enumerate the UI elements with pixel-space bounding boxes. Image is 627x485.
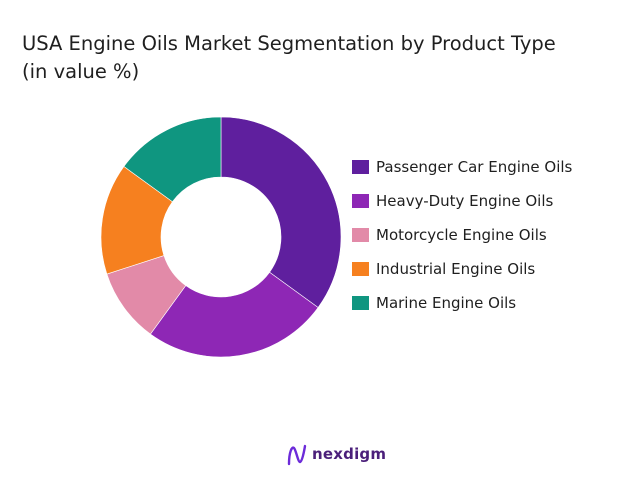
brand-name: nexdigm [312, 445, 387, 463]
legend-swatch [352, 296, 369, 310]
legend-swatch [352, 262, 369, 276]
chart-title: USA Engine Oils Market Segmentation by P… [22, 30, 612, 86]
legend-label: Motorcycle Engine Oils [376, 226, 547, 244]
chart-title-line-2: (in value %) [22, 60, 140, 83]
slice-passenger-car-engine-oils [220, 116, 342, 308]
legend-label: Passenger Car Engine Oils [376, 158, 573, 176]
legend-label: Marine Engine Oils [376, 294, 517, 312]
legend-label: Heavy-Duty Engine Oils [376, 192, 554, 210]
legend-label: Industrial Engine Oils [376, 260, 536, 278]
legend-swatch [352, 228, 369, 242]
legend-swatch [352, 160, 369, 174]
slice-marine-engine-oils [123, 116, 222, 203]
nexdigm-logo-icon [287, 444, 307, 466]
slice-heavy-duty-engine-oils [150, 271, 319, 358]
chart-title-line-1: USA Engine Oils Market Segmentation by P… [22, 32, 556, 55]
legend-swatch [352, 194, 369, 208]
